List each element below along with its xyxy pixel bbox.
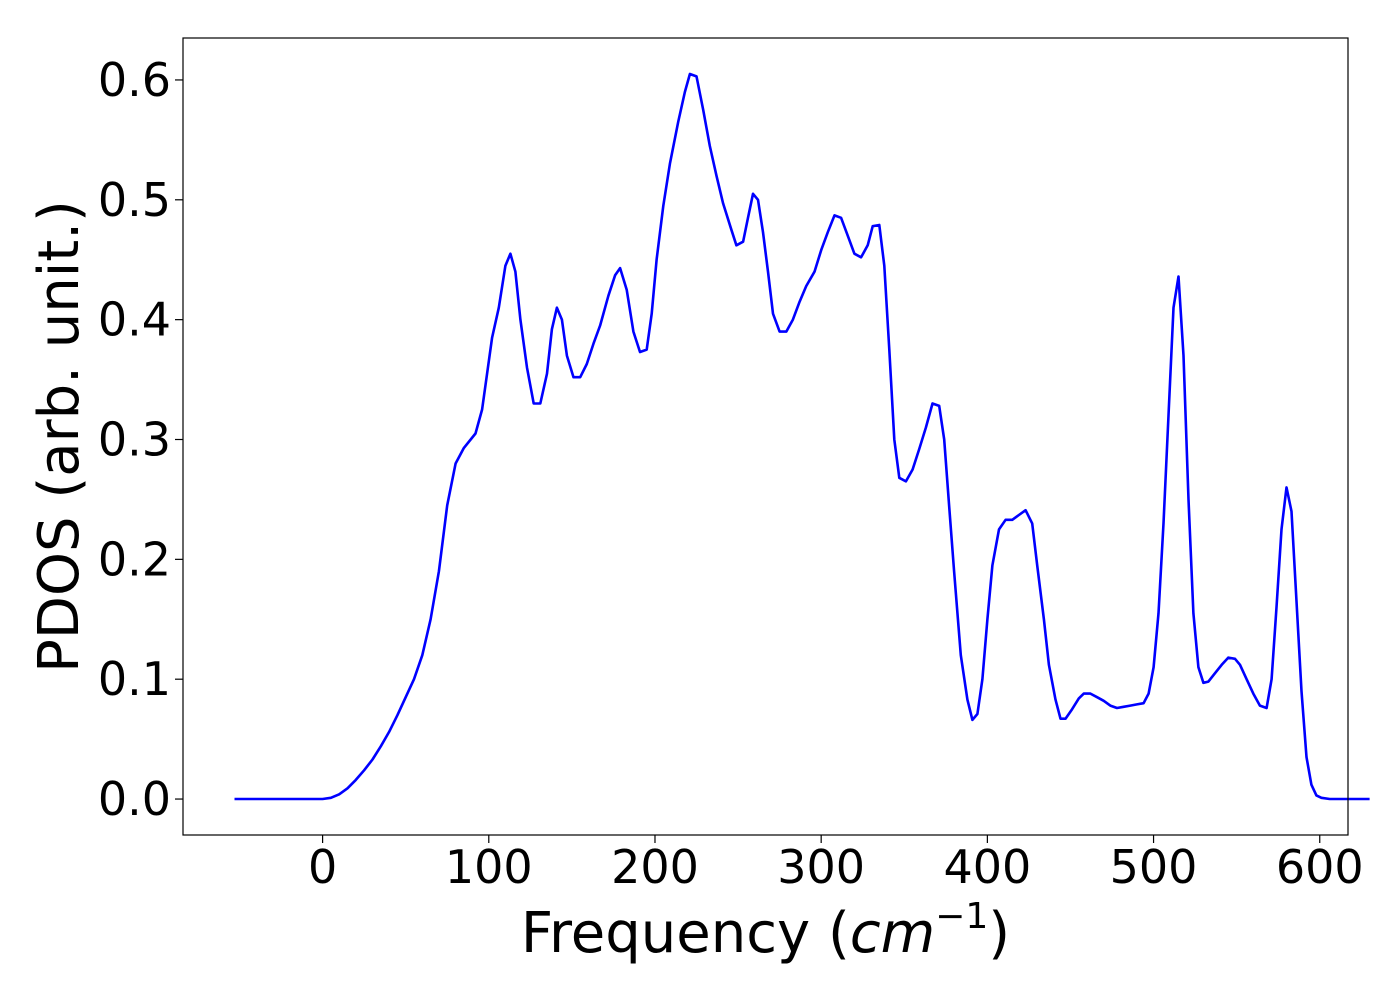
x-tick-label: 600	[1276, 840, 1364, 894]
x-tick-label: 200	[611, 840, 699, 894]
x-tick-label: 500	[1110, 840, 1198, 894]
x-tick-label: 400	[943, 840, 1031, 894]
y-axis-ticks: 0.0 0.1 0.2 0.3 0.4 0.5 0.6	[98, 53, 183, 826]
y-tick-label: 0.2	[98, 532, 171, 586]
y-tick-label: 0.1	[98, 652, 171, 706]
y-tick-label: 0.4	[98, 293, 171, 347]
x-tick-label: 100	[445, 840, 533, 894]
x-tick-label: 300	[777, 840, 865, 894]
y-tick-label: 0.6	[98, 53, 171, 107]
y-tick-label: 0.3	[98, 412, 171, 466]
x-tick-label: 0	[308, 840, 337, 894]
pdos-series-line	[234, 72, 1370, 801]
y-tick-label: 0.0	[98, 772, 171, 826]
y-tick-label: 0.5	[98, 173, 171, 227]
x-axis-ticks: 0 100 200 300 400 500 600	[308, 835, 1364, 894]
x-axis-title: Frequency (cm−1)	[521, 896, 1010, 966]
y-axis-title: PDOS (arb. unit.)	[27, 200, 92, 673]
plot-frame	[182, 37, 1349, 836]
